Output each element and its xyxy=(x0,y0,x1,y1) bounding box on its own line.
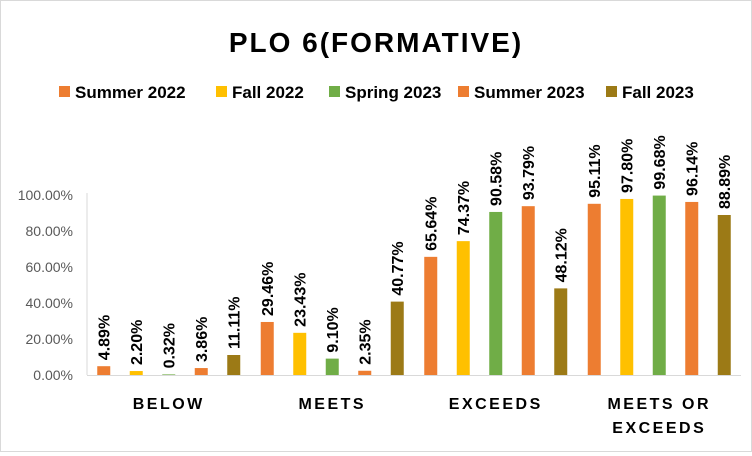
bar xyxy=(293,332,307,375)
data-label: 0.32% xyxy=(162,323,179,368)
data-label: 90.58% xyxy=(489,152,506,206)
bar xyxy=(129,371,143,375)
y-tick-label: 0.00% xyxy=(33,367,73,383)
bar xyxy=(652,195,666,375)
bar xyxy=(390,301,404,375)
y-axis: 0.00% 20.00% 40.00% 60.00% 80.00% 100.00% xyxy=(18,187,88,383)
bar xyxy=(521,206,535,375)
legend-swatch xyxy=(458,86,469,97)
data-label: 23.43% xyxy=(293,273,310,327)
bar xyxy=(97,366,111,375)
data-label: 29.46% xyxy=(260,262,277,316)
data-label: 40.77% xyxy=(390,241,407,295)
data-label: 88.89% xyxy=(717,155,734,209)
legend-label: Summer 2022 xyxy=(75,83,186,102)
bar xyxy=(685,201,699,375)
data-label: 93.79% xyxy=(521,146,538,200)
bar xyxy=(587,203,601,375)
chart-title: PLO 6(FORMATIVE) xyxy=(229,27,523,58)
x-category-label: EXCEEDS xyxy=(449,396,543,413)
data-label: 95.11% xyxy=(587,144,604,197)
legend-label: Summer 2023 xyxy=(474,83,585,102)
bar xyxy=(162,374,176,375)
y-tick-label: 80.00% xyxy=(26,223,73,239)
y-tick-label: 20.00% xyxy=(26,331,73,347)
data-label: 99.68% xyxy=(652,135,669,189)
bar xyxy=(456,241,470,375)
x-axis: BELOW MEETS EXCEEDS MEETS OR EXCEEDS xyxy=(87,375,741,437)
y-tick-label: 60.00% xyxy=(26,259,73,275)
x-category-label: EXCEEDS xyxy=(612,420,706,437)
x-category-label: MEETS OR xyxy=(607,396,711,413)
y-tick-label: 100.00% xyxy=(18,187,73,203)
legend: Summer 2022 Fall 2022 Spring 2023 Summer 20… xyxy=(59,83,694,102)
data-label: 74.37% xyxy=(456,181,473,235)
data-label: 97.80% xyxy=(620,139,637,193)
data-label: 2.20% xyxy=(129,320,146,365)
legend-swatch xyxy=(606,86,617,97)
bar xyxy=(358,370,372,375)
bar xyxy=(424,256,438,375)
bar xyxy=(260,321,274,375)
bar xyxy=(227,355,241,375)
data-label: 96.14% xyxy=(685,142,702,196)
bar xyxy=(489,211,503,375)
bar xyxy=(717,214,731,375)
y-tick-label: 40.00% xyxy=(26,295,73,311)
data-label: 48.12% xyxy=(554,228,571,282)
bar xyxy=(620,198,634,375)
data-label: 4.89% xyxy=(97,315,114,360)
x-category-label: MEETS xyxy=(298,396,366,413)
legend-swatch xyxy=(329,86,340,97)
bar xyxy=(325,358,339,375)
x-category-label: BELOW xyxy=(133,396,205,413)
legend-swatch xyxy=(59,86,70,97)
legend-label: Fall 2022 xyxy=(232,83,304,102)
bar xyxy=(194,368,208,375)
legend-label: Spring 2023 xyxy=(345,83,441,102)
data-label: 11.11% xyxy=(227,297,244,350)
data-labels: 4.89% 2.20% 0.32% 3.86% 11.11% 29.46% 23.43% 9.… xyxy=(97,135,735,368)
legend-label: Fall 2023 xyxy=(622,83,694,102)
data-label: 9.10% xyxy=(325,307,342,352)
data-label: 3.86% xyxy=(194,317,211,362)
bars xyxy=(97,195,731,375)
bar xyxy=(554,288,568,375)
data-label: 2.35% xyxy=(358,319,375,364)
legend-swatch xyxy=(216,86,227,97)
data-label: 65.64% xyxy=(424,197,441,251)
